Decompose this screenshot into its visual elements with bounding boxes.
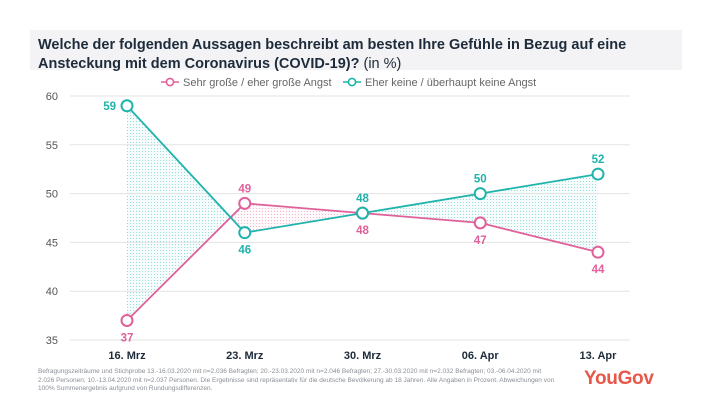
x-tick-label: 16. Mrz xyxy=(108,350,146,362)
data-label: 49 xyxy=(238,183,251,195)
title-background xyxy=(30,30,682,70)
legend-swatch-marker xyxy=(347,77,357,87)
data-label: 50 xyxy=(474,174,487,186)
data-point xyxy=(473,216,487,230)
chart-title-text: Welche der folgenden Aussagen beschreibt… xyxy=(38,37,627,72)
legend-label: Eher keine / überhaupt keine Angst xyxy=(365,77,536,89)
data-label: 37 xyxy=(121,332,134,344)
data-point xyxy=(120,313,134,327)
data-point xyxy=(356,206,369,220)
data-label: 46 xyxy=(238,245,251,257)
fill-segment xyxy=(480,174,598,253)
fill-segment xyxy=(230,203,245,233)
legend-swatch-marker xyxy=(165,77,175,87)
data-point xyxy=(473,187,487,201)
data-label: 47 xyxy=(474,235,487,247)
data-point xyxy=(120,99,134,113)
data-label: 52 xyxy=(592,154,605,166)
y-tick-label: 35 xyxy=(46,335,58,347)
data-point xyxy=(591,245,605,259)
gridlines xyxy=(70,95,630,341)
x-tick-label: 23. Mrz xyxy=(226,350,264,362)
y-tick-label: 40 xyxy=(46,286,58,298)
data-point xyxy=(591,167,605,181)
x-axis-ticks: 16. Mrz 23. Mrz 30. Mrz 06. Apr 13. Apr xyxy=(108,350,617,362)
y-tick-label: 55 xyxy=(46,140,58,152)
yougov-logo: YouGov xyxy=(584,368,654,389)
footnote: Befragungszeiträume und Stichprobe 13.-1… xyxy=(38,368,555,393)
data-label: 48 xyxy=(356,225,369,237)
data-label: 59 xyxy=(103,101,116,113)
fill-segment xyxy=(244,203,363,233)
x-tick-label: 06. Apr xyxy=(462,350,500,362)
legend: Sehr große / eher große Angst Eher keine … xyxy=(161,77,536,89)
data-point xyxy=(238,196,252,210)
y-tick-label: 50 xyxy=(46,189,58,201)
data-label: 44 xyxy=(592,264,605,276)
y-axis-ticks: 35 40 45 50 55 60 xyxy=(46,91,58,347)
chart-subtitle: (in %) xyxy=(363,56,402,72)
data-labels: 37 49 48 47 44 59 46 48 50 52 xyxy=(103,101,605,345)
x-tick-label: 13. Apr xyxy=(580,350,618,362)
data-point xyxy=(238,226,252,240)
data-label: 48 xyxy=(356,193,369,205)
series-points xyxy=(120,99,605,327)
legend-label: Sehr große / eher große Angst xyxy=(183,77,332,89)
fill-segment xyxy=(127,105,231,321)
x-tick-label: 30. Mrz xyxy=(344,350,382,362)
y-tick-label: 60 xyxy=(46,91,58,103)
y-tick-label: 45 xyxy=(46,237,58,249)
chart-title: Welche der folgenden Aussagen beschreibt… xyxy=(38,36,678,74)
